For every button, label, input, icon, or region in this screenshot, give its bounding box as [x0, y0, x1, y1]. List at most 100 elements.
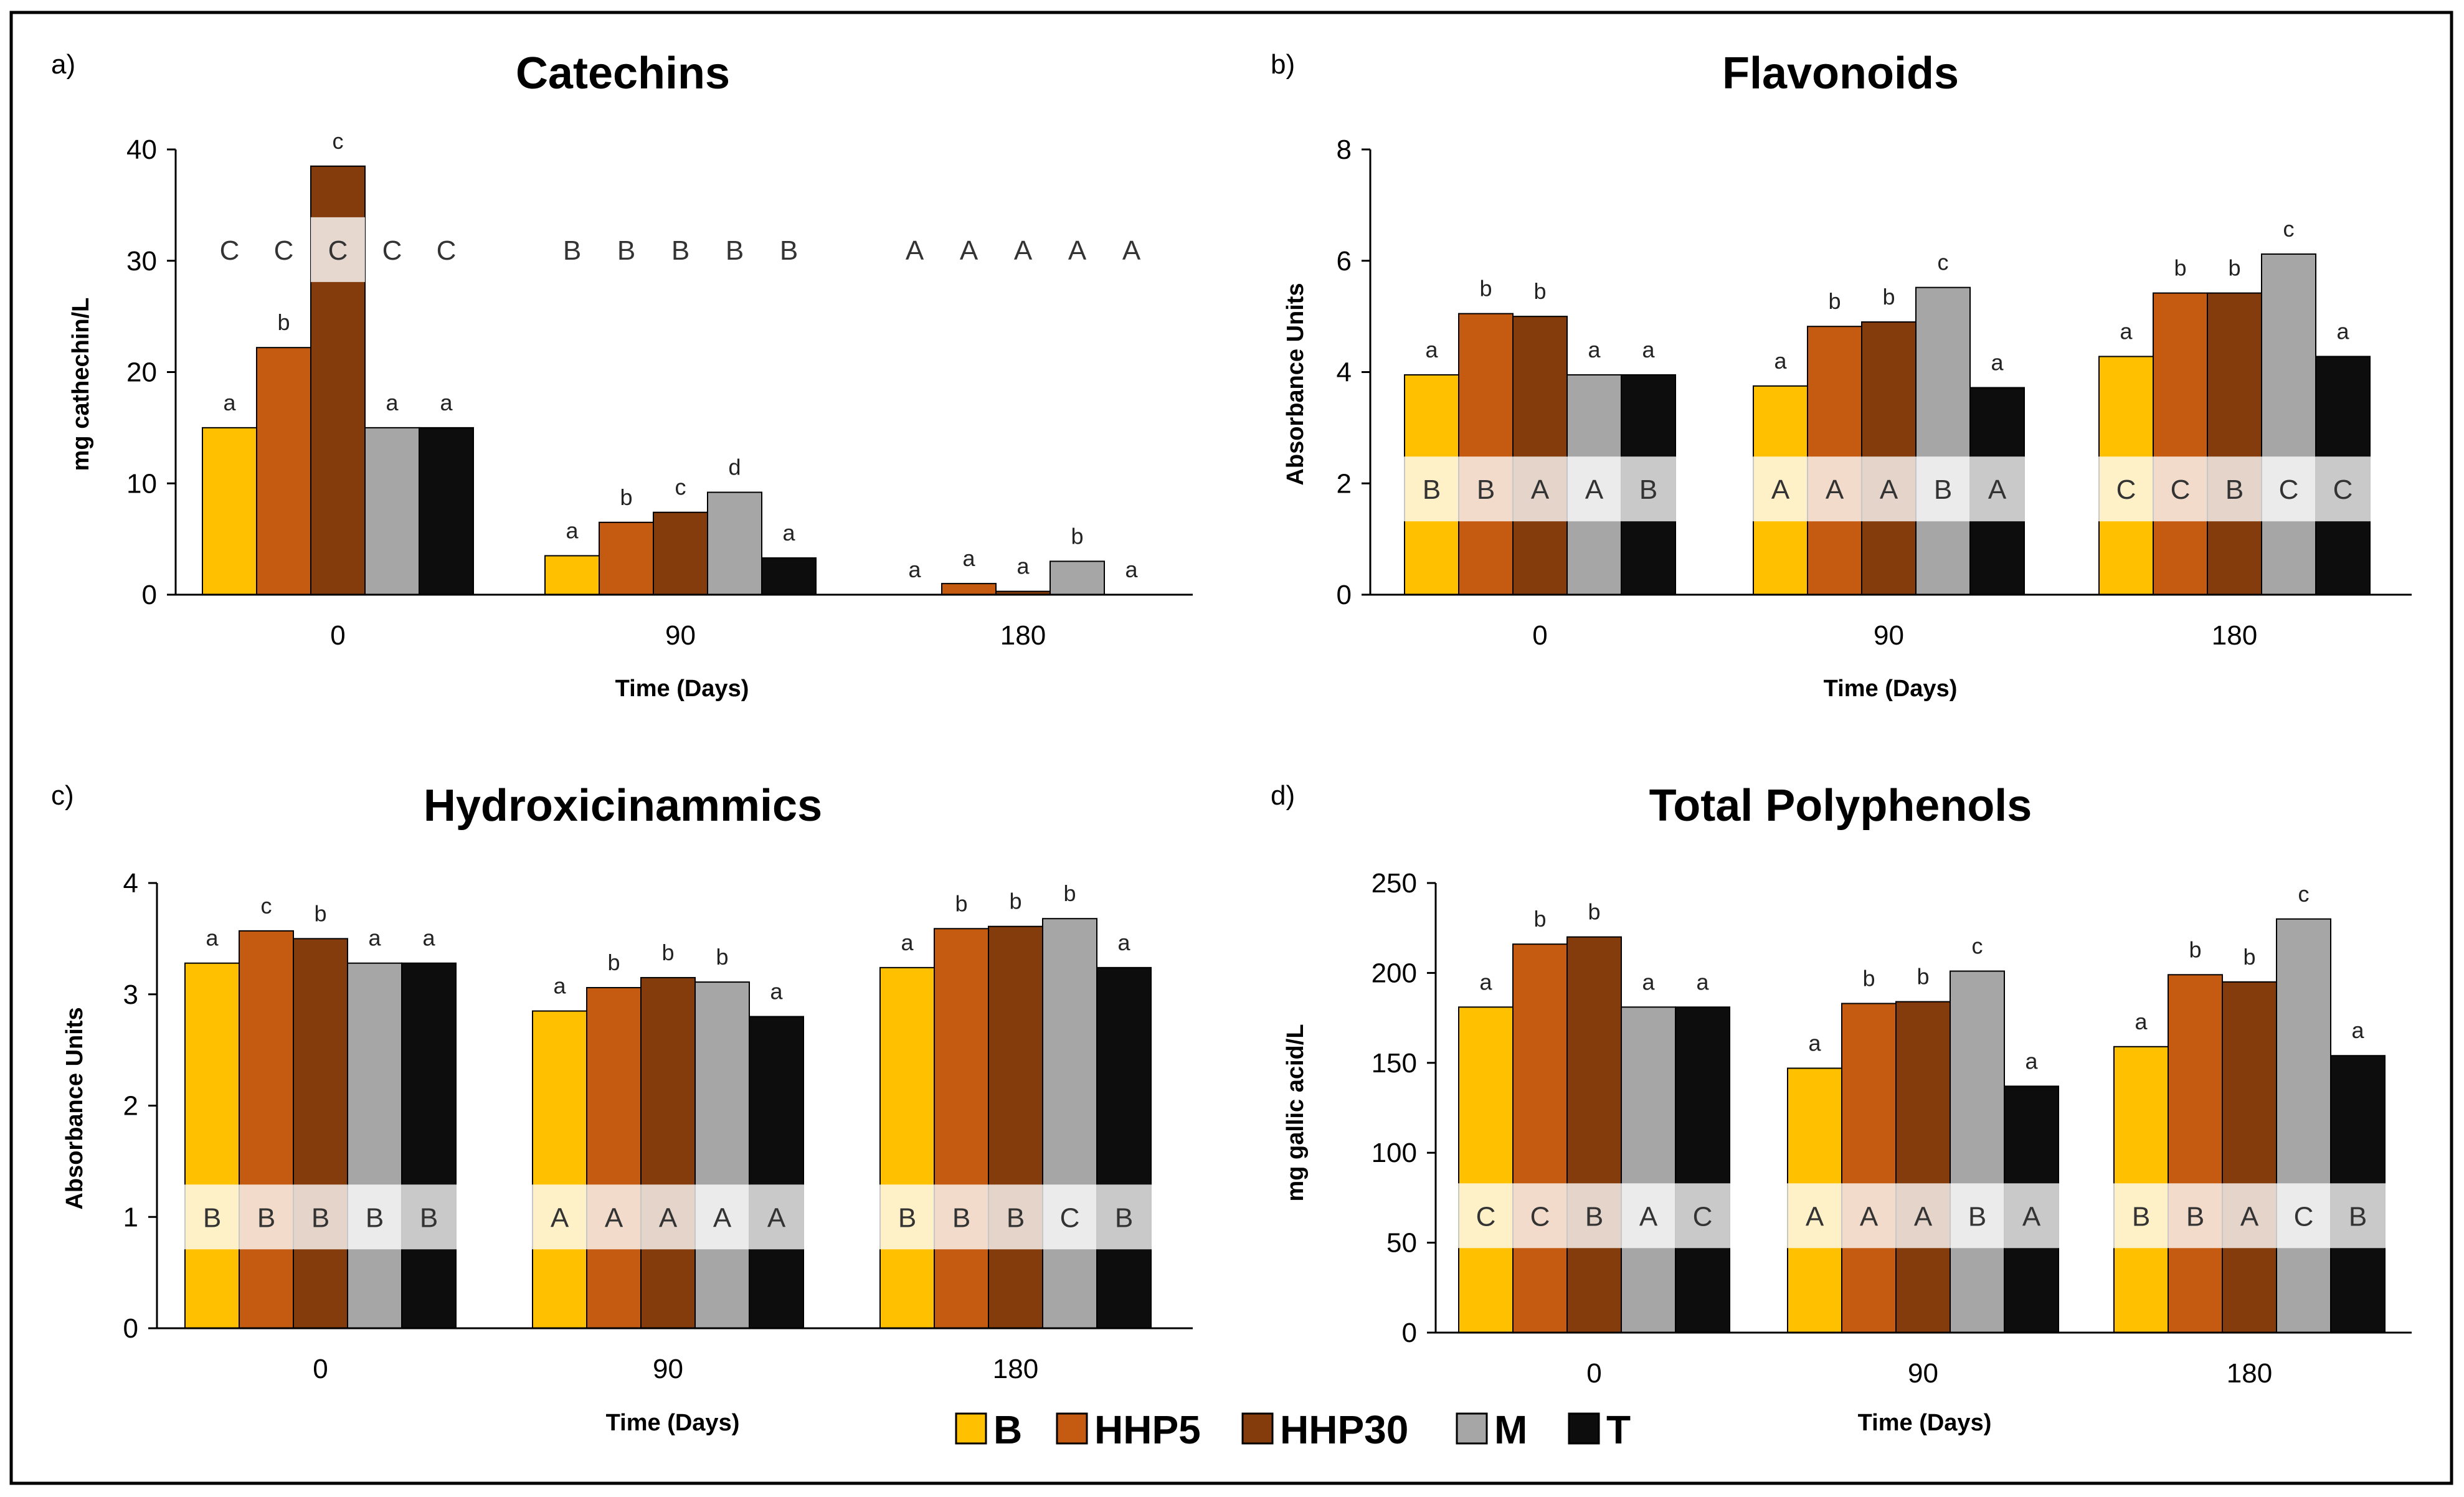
y-tick-label: 40 [126, 135, 157, 165]
bar-hhp30 [653, 511, 708, 595]
legend-swatch-b [955, 1412, 987, 1445]
bar-m [2276, 918, 2331, 1333]
legend-label: HHP5 [1094, 1407, 1201, 1452]
significance-letter-lower: b [1533, 278, 1546, 304]
bar-t [401, 962, 457, 1329]
y-tick-label: 0 [1402, 1318, 1417, 1348]
chart-title: Catechins [516, 49, 730, 98]
significance-letter-lower: a [2120, 318, 2133, 344]
letter-band [1396, 456, 1684, 522]
significance-letter-upper: C [274, 235, 294, 266]
y-tick-label: 0 [123, 1313, 138, 1344]
bar-hhp5 [1512, 943, 1568, 1333]
panel-label: c) [51, 780, 74, 811]
significance-letter-lower: c [2283, 216, 2295, 242]
significance-letter-lower: b [1009, 889, 1021, 914]
significance-letter-upper: A [1806, 1201, 1824, 1232]
significance-letter-upper: A [1531, 475, 1550, 505]
y-tick-label: 2 [123, 1091, 138, 1122]
bar-m [1621, 1006, 1676, 1333]
panel-label: b) [1271, 49, 1295, 80]
significance-letter-lower: a [2135, 1009, 2148, 1034]
significance-letter-lower: b [1588, 899, 1600, 925]
significance-letter-lower: a [1016, 554, 1030, 579]
significance-letter-lower: c [1972, 933, 1983, 959]
bar-m [347, 962, 402, 1329]
significance-letter-upper: A [1826, 475, 1844, 505]
bar-hhp5 [239, 930, 294, 1329]
y-tick-label: 6 [1337, 246, 1352, 276]
bar-b [532, 1010, 587, 1329]
significance-letter-upper: B [2349, 1201, 2367, 1232]
legend-swatch-m [1456, 1412, 1488, 1445]
y-axis-title: mg cathechin/L [68, 298, 94, 471]
significance-letter-upper: A [1585, 475, 1604, 505]
significance-letter-lower: a [1588, 337, 1601, 362]
significance-letter-lower: b [314, 900, 326, 926]
significance-letter-upper: A [1880, 475, 1898, 505]
y-tick-label: 0 [1337, 580, 1352, 610]
significance-letter-lower: b [1071, 523, 1083, 549]
significance-letter-upper: C [1060, 1202, 1080, 1233]
bar-m [364, 427, 420, 595]
x-axis-title: Time (Days) [1824, 676, 1958, 702]
significance-letter-lower: b [1533, 906, 1546, 932]
y-tick-label: 0 [142, 580, 157, 610]
bar-m [1915, 286, 1971, 595]
y-axis-title: Absorbance Units [62, 1007, 88, 1209]
significance-letter-lower: a [386, 390, 399, 415]
chart-title: Flavonoids [1722, 49, 1959, 98]
x-tick-label: 180 [1000, 620, 1046, 651]
y-tick-label: 4 [123, 868, 138, 899]
y-tick-label: 50 [1386, 1228, 1417, 1259]
x-tick-label: 180 [2227, 1358, 2272, 1389]
significance-letter-lower: c [1938, 250, 1949, 275]
panel-label: a) [51, 49, 75, 80]
significance-letter-lower: b [955, 890, 967, 916]
chart-title: Total Polyphenols [1649, 781, 2032, 831]
legend-swatch-hhp5 [1056, 1412, 1088, 1445]
significance-letter-upper: B [671, 235, 689, 266]
significance-letter-upper: A [1014, 235, 1033, 266]
significance-letter-upper: A [551, 1202, 569, 1233]
significance-letter-upper: B [2186, 1201, 2204, 1232]
letter-band [1745, 456, 2033, 522]
significance-letter-lower: a [782, 520, 795, 545]
significance-letter-lower: b [277, 309, 290, 335]
y-tick-label: 4 [1337, 357, 1352, 388]
significance-letter-upper: C [328, 235, 348, 266]
bar-b [1458, 1006, 1514, 1333]
significance-letter-upper: A [1771, 475, 1790, 505]
y-tick-label: 20 [126, 357, 157, 388]
significance-letter-lower: a [206, 925, 219, 951]
significance-letter-upper: B [1007, 1202, 1025, 1233]
bar-b [202, 427, 257, 595]
y-tick-label: 100 [1372, 1138, 1417, 1168]
significance-letter-upper: B [420, 1202, 438, 1233]
significance-letter-lower: a [2025, 1048, 2038, 1074]
significance-letter-upper: B [1115, 1202, 1133, 1233]
legend-swatch-t [1568, 1412, 1600, 1445]
significance-letter-upper: B [780, 235, 798, 266]
significance-letter-upper: C [1476, 1201, 1496, 1232]
significance-letter-upper: A [960, 235, 978, 266]
significance-letter-lower: a [566, 517, 579, 543]
significance-letter-lower: b [2228, 255, 2240, 281]
significance-letter-upper: A [713, 1202, 732, 1233]
significance-letter-upper: C [2294, 1201, 2314, 1232]
significance-letter-upper: B [203, 1202, 221, 1233]
bar-hhp30 [1566, 936, 1622, 1333]
significance-letter-lower: b [1882, 284, 1895, 309]
bar-hhp30 [2222, 981, 2277, 1333]
significance-letter-upper: A [1860, 1201, 1879, 1232]
legend-label: HHP30 [1280, 1407, 1408, 1452]
bar-m [694, 981, 750, 1329]
significance-letter-lower: b [607, 950, 620, 975]
bar-b [184, 962, 240, 1329]
panel-catechins: a) Catechins mg cathechin/L Time (Days) … [51, 49, 1193, 702]
significance-letter-upper: A [2022, 1201, 2041, 1232]
significance-letter-lower: b [1479, 276, 1492, 301]
bar-t [749, 1016, 804, 1329]
significance-letter-lower: a [2351, 1018, 2364, 1043]
significance-letter-upper: C [1693, 1201, 1713, 1232]
